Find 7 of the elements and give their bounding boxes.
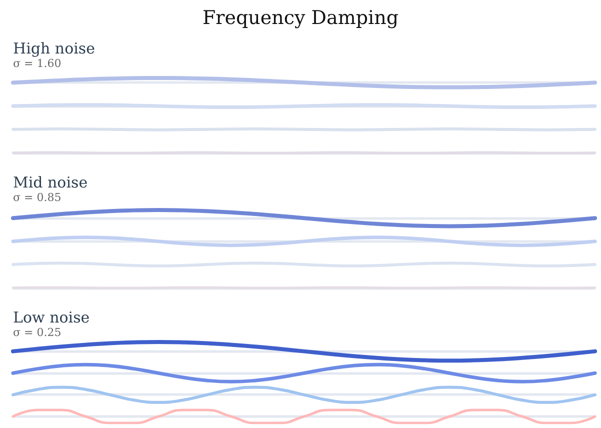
chart-title: Mid noise [13, 174, 88, 192]
chart-subtitle: σ = 0.85 [13, 191, 62, 204]
text: Frequency Damping [201, 7, 400, 29]
chart-title: Low noise [13, 308, 90, 326]
chart-subtitle: σ = 0.25 [13, 326, 62, 339]
chart-subtitle: σ = 1.60 [13, 57, 62, 70]
chart-title: High noise [13, 40, 96, 58]
